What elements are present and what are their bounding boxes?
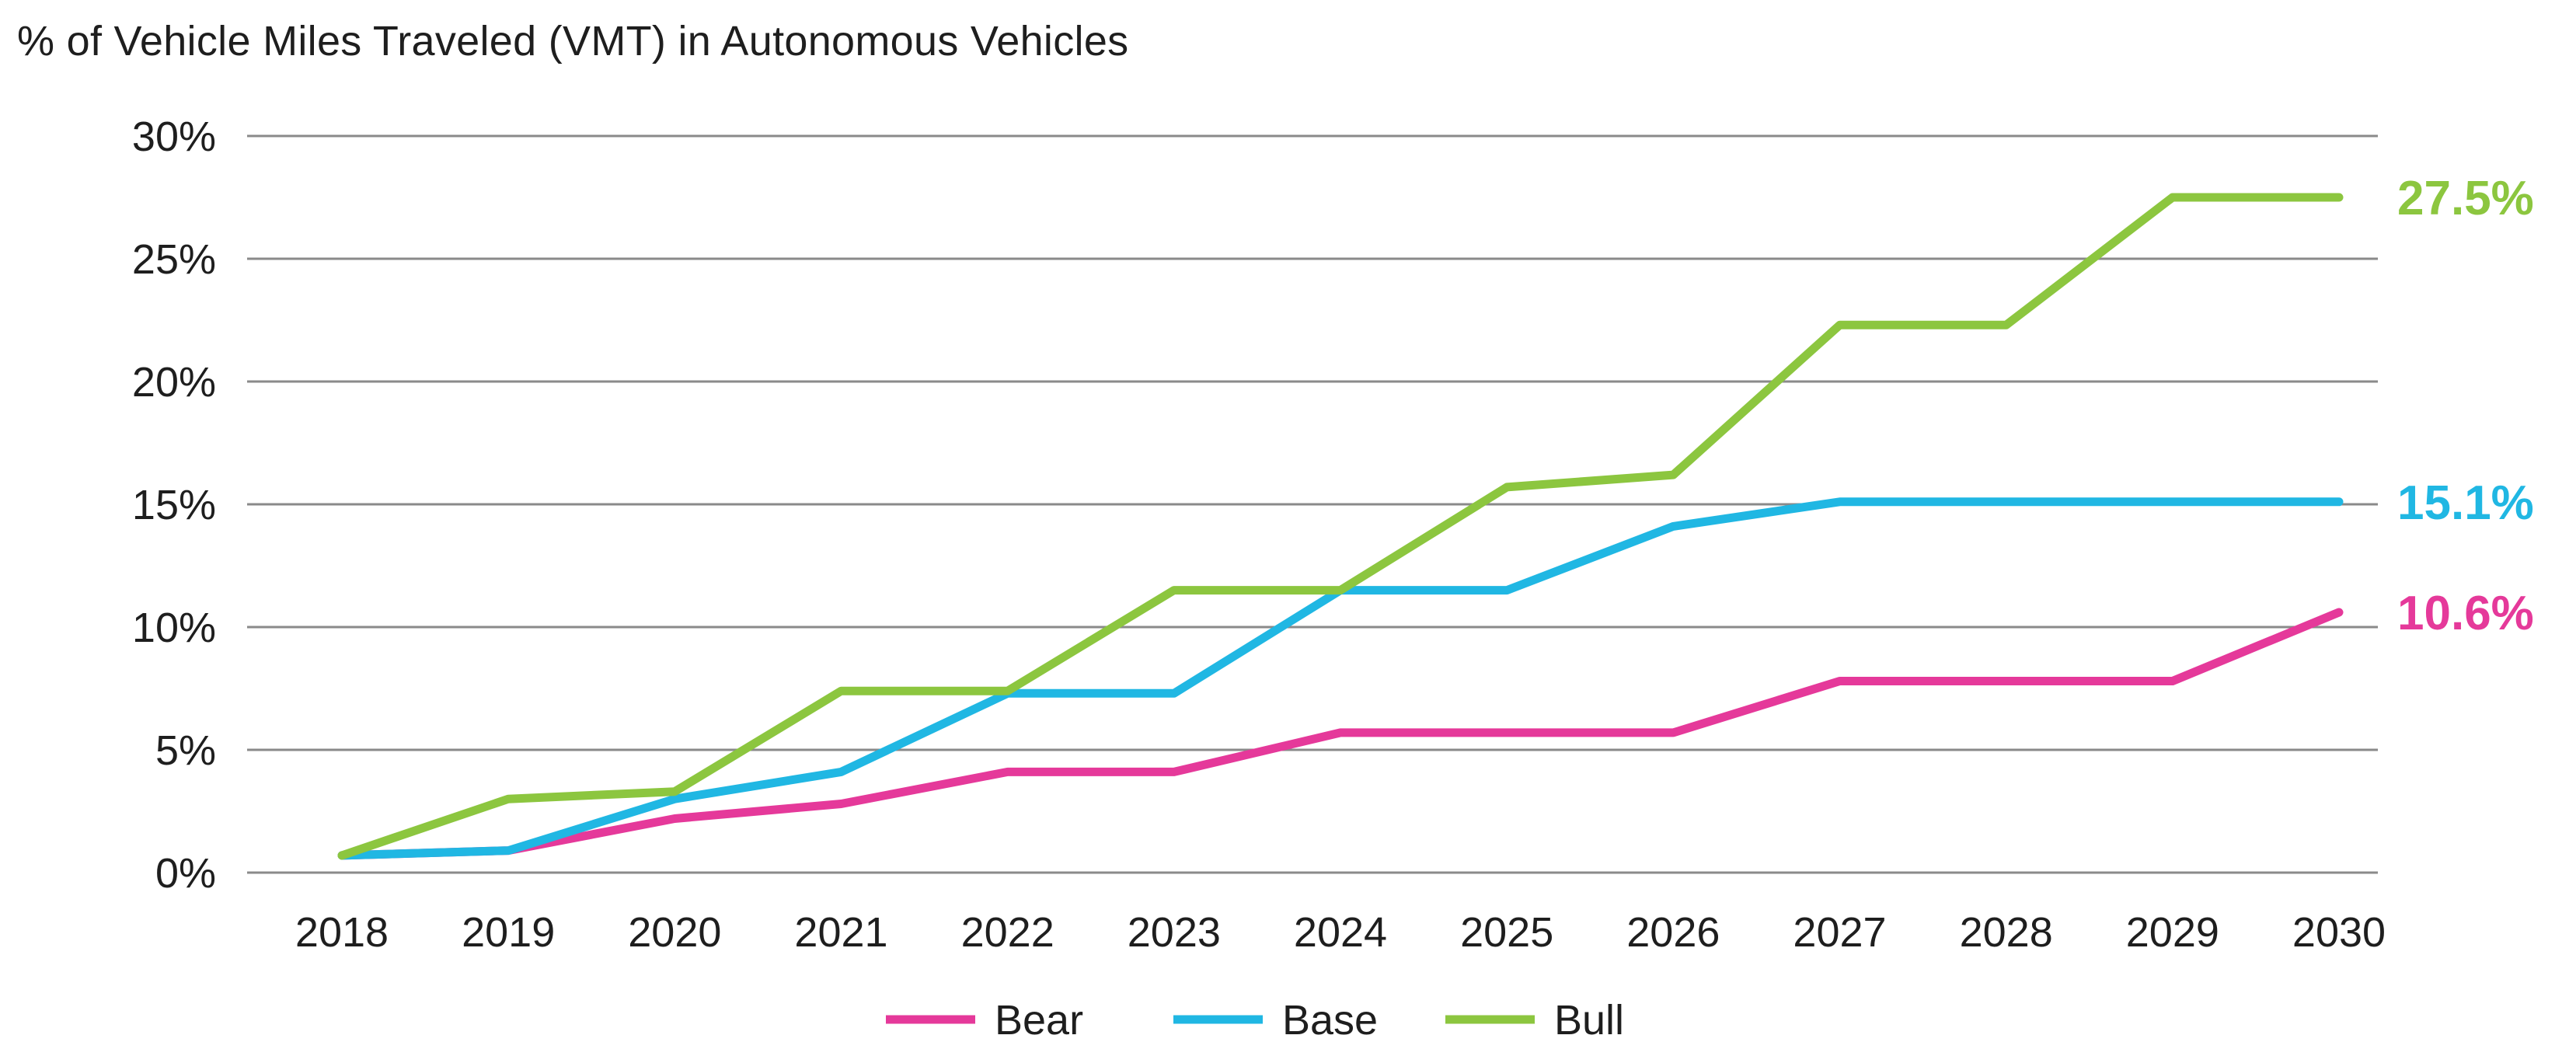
legend-label-bull: Bull [1554,997,1624,1044]
end-labels: 10.6% 15.1% 27.5% [2397,172,2534,640]
y-tick-label: 10% [132,605,216,651]
legend-label-base: Base [1282,997,1378,1044]
x-axis-ticks: 2018 2019 2020 2021 2022 2023 2024 2025 2026 2027… [295,909,2386,956]
y-tick-label: 20% [132,359,216,406]
x-tick-label: 2029 [2126,909,2219,956]
x-tick-label: 2027 [1793,909,1886,956]
x-tick-label: 2022 [961,909,1054,956]
series-line-bull [337,193,2344,860]
x-tick-label: 2019 [462,909,555,956]
end-label-base: 15.1% [2397,476,2534,530]
grid-lines [247,134,2378,874]
y-tick-label: 0% [155,850,216,897]
x-tick-label: 2024 [1294,909,1387,956]
x-tick-label: 2023 [1128,909,1221,956]
legend: Bear Base Bull [886,997,1624,1044]
x-tick-label: 2026 [1626,909,1720,956]
series-line-bear [337,608,2344,860]
end-label-bull: 27.5% [2397,172,2534,225]
chart-title: % of Vehicle Miles Traveled (VMT) in Aut… [17,18,1129,64]
x-tick-label: 2020 [628,909,721,956]
y-axis-ticks: 0% 5% 10% 15% 20% 25% 30% [132,113,216,897]
legend-label-bear: Bear [995,997,1083,1044]
y-tick-label: 5% [155,727,216,774]
x-tick-label: 2018 [295,909,389,956]
x-tick-label: 2030 [2292,909,2386,956]
series-lines [337,193,2344,860]
end-label-bear: 10.6% [2397,587,2534,640]
x-tick-label: 2021 [794,909,887,956]
x-tick-label: 2028 [1960,909,2053,956]
y-tick-label: 15% [132,482,216,528]
y-tick-label: 30% [132,113,216,160]
x-tick-label: 2025 [1460,909,1553,956]
y-tick-label: 25% [132,236,216,283]
